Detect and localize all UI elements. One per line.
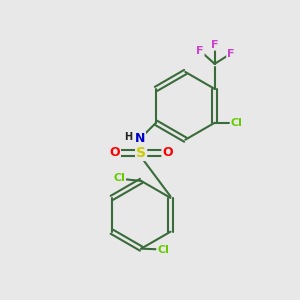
Text: S: S <box>136 146 146 160</box>
Text: Cl: Cl <box>231 118 243 128</box>
Text: H: H <box>124 133 133 142</box>
Text: Cl: Cl <box>157 245 169 255</box>
Text: F: F <box>227 49 235 58</box>
Text: Cl: Cl <box>113 173 125 183</box>
Text: F: F <box>196 46 204 56</box>
Text: O: O <box>110 146 120 159</box>
Text: N: N <box>135 133 145 146</box>
Text: F: F <box>211 40 218 50</box>
Text: O: O <box>162 146 173 159</box>
